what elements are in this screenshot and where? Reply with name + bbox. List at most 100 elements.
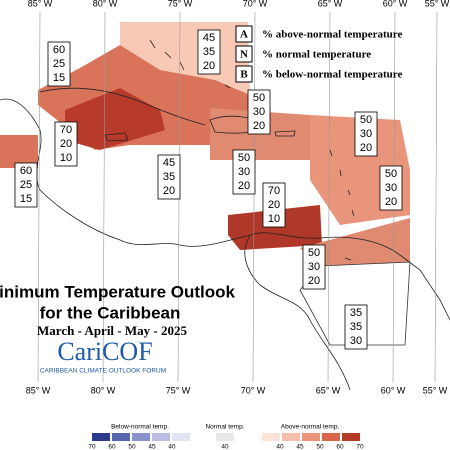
- scale-swatch: [132, 433, 150, 441]
- box: [379, 165, 403, 211]
- legend-key: N: [240, 49, 248, 61]
- coastline: [0, 98, 450, 321]
- legend-text: % normal temperature: [262, 49, 371, 61]
- scale-swatch: [342, 433, 360, 441]
- probability: 45: [163, 157, 175, 169]
- box: [54, 121, 78, 167]
- scale-swatch: [172, 433, 190, 441]
- probability: 25: [53, 58, 65, 70]
- meridian: [327, 11, 331, 383]
- longitude-label: 75° W: [166, 385, 191, 395]
- outlook-box: 70 20 10: [54, 121, 78, 167]
- scale-swatch: [262, 433, 280, 441]
- probability: 30: [308, 261, 320, 273]
- probability: 50: [253, 92, 265, 104]
- box: [247, 89, 271, 135]
- scale-swatch: [112, 433, 130, 441]
- longitude-label: 60° W: [383, 0, 408, 8]
- probability: 35: [163, 171, 175, 183]
- scale-swatch: [152, 433, 170, 441]
- box: [262, 182, 286, 228]
- probability: 20: [163, 185, 175, 197]
- longitude-label: 80° W: [91, 385, 116, 395]
- scale-swatch: [282, 433, 300, 441]
- box: [344, 304, 368, 350]
- probability: 20: [360, 142, 372, 154]
- probability: 45: [203, 32, 215, 44]
- scale-title: Normal temp.: [205, 424, 244, 431]
- longitude-label: 70° W: [243, 0, 268, 8]
- meridian: [37, 11, 41, 383]
- probability: 10: [60, 152, 72, 164]
- scale-swatch: [322, 433, 340, 441]
- outlook-box: 45 35 20: [157, 154, 181, 200]
- probability: 30: [350, 335, 362, 347]
- probability: 35: [350, 307, 362, 319]
- outlook-box: 35 35 30: [344, 304, 368, 350]
- scale-label: 40: [221, 444, 229, 450]
- legend-box: [235, 45, 253, 63]
- region: [300, 218, 410, 266]
- probability: 50: [360, 114, 372, 126]
- coastline: [274, 130, 296, 137]
- box: [302, 244, 326, 290]
- scale-label: 60: [336, 444, 344, 450]
- legend-key: B: [240, 69, 248, 81]
- probability: 30: [385, 182, 397, 194]
- longitude-label: 55° W: [423, 385, 448, 395]
- outlook-box: 45 35 20: [197, 29, 221, 75]
- legend-text: % above-normal temperature: [262, 29, 402, 41]
- coastline: [149, 39, 231, 89]
- probability: 50: [308, 247, 320, 259]
- outlook-box: 70 20 10: [262, 182, 286, 228]
- scale-label: 70: [88, 444, 96, 450]
- outlook-box: 50 30 20: [232, 149, 256, 195]
- coastline: [39, 87, 206, 126]
- longitude-label: 80° W: [93, 0, 118, 8]
- longitude-label: 85° W: [26, 385, 51, 395]
- outlook-box: 50 30 20: [302, 244, 326, 290]
- probability: 20: [238, 180, 250, 192]
- probability: 50: [238, 152, 250, 164]
- scale-title: Above-normal temp.: [281, 424, 340, 431]
- probability: 70: [268, 185, 280, 197]
- box: [232, 149, 256, 195]
- coastlines: [0, 39, 450, 391]
- probability: 60: [53, 44, 65, 56]
- longitude-label: 70° W: [241, 385, 266, 395]
- outlook-box: 50 30 20: [379, 165, 403, 211]
- title: Minimum Temperature Outlook: [0, 282, 236, 301]
- legend-text: % below-normal temperature: [262, 69, 402, 81]
- scale-swatch: [216, 433, 234, 441]
- probability: 15: [53, 72, 65, 84]
- probability: 30: [238, 166, 250, 178]
- scale-label: 40: [276, 444, 284, 450]
- probability: 20: [60, 138, 72, 150]
- scale-title: Below-normal temp.: [111, 424, 169, 431]
- probability: 60: [20, 165, 32, 177]
- probability: 20: [203, 60, 215, 72]
- probability: 20: [308, 275, 320, 287]
- coastline: [244, 235, 351, 391]
- legend: A N B % above-normal temperature % norma…: [235, 25, 402, 83]
- box: [197, 29, 221, 75]
- probability: 35: [203, 46, 215, 58]
- outlook-box: 50 30 20: [247, 89, 271, 135]
- color-scale: Below-normal temp. Normal temp. Above-no…: [88, 424, 364, 450]
- meridian: [102, 11, 106, 383]
- probability: 25: [20, 179, 32, 191]
- box: [157, 154, 181, 200]
- longitude-label: 65° W: [316, 385, 341, 395]
- probability: 30: [253, 106, 265, 118]
- probability: 30: [360, 128, 372, 140]
- region: [0, 135, 38, 168]
- outlook-box: 50 30 20: [354, 111, 378, 157]
- box: [14, 162, 38, 208]
- logo: CariCOF: [57, 337, 152, 366]
- meridian: [434, 11, 438, 383]
- longitude-label: 65° W: [318, 0, 343, 8]
- longitude-label: 75° W: [168, 0, 193, 8]
- scale-label: 70: [356, 444, 364, 450]
- scale-label: 45: [148, 444, 156, 450]
